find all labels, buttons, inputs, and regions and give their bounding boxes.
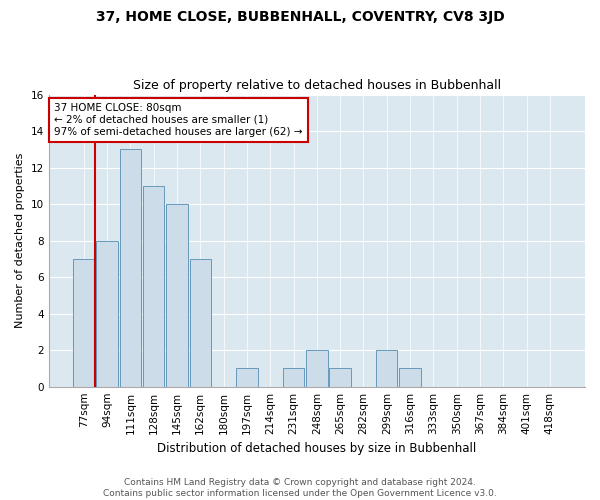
Bar [283, 368, 304, 386]
Bar [329, 368, 351, 386]
Bar [376, 350, 397, 387]
Text: Contains HM Land Registry data © Crown copyright and database right 2024.
Contai: Contains HM Land Registry data © Crown c… [103, 478, 497, 498]
Bar [400, 368, 421, 386]
Bar [119, 150, 141, 386]
Bar [306, 350, 328, 387]
Text: 37 HOME CLOSE: 80sqm
← 2% of detached houses are smaller (1)
97% of semi-detache: 37 HOME CLOSE: 80sqm ← 2% of detached ho… [54, 104, 302, 136]
Text: 37, HOME CLOSE, BUBBENHALL, COVENTRY, CV8 3JD: 37, HOME CLOSE, BUBBENHALL, COVENTRY, CV… [95, 10, 505, 24]
Bar [236, 368, 257, 386]
Bar [97, 240, 118, 386]
Title: Size of property relative to detached houses in Bubbenhall: Size of property relative to detached ho… [133, 79, 501, 92]
Bar [73, 259, 94, 386]
Bar [190, 259, 211, 386]
X-axis label: Distribution of detached houses by size in Bubbenhall: Distribution of detached houses by size … [157, 442, 476, 455]
Bar [143, 186, 164, 386]
Bar [166, 204, 188, 386]
Y-axis label: Number of detached properties: Number of detached properties [15, 153, 25, 328]
